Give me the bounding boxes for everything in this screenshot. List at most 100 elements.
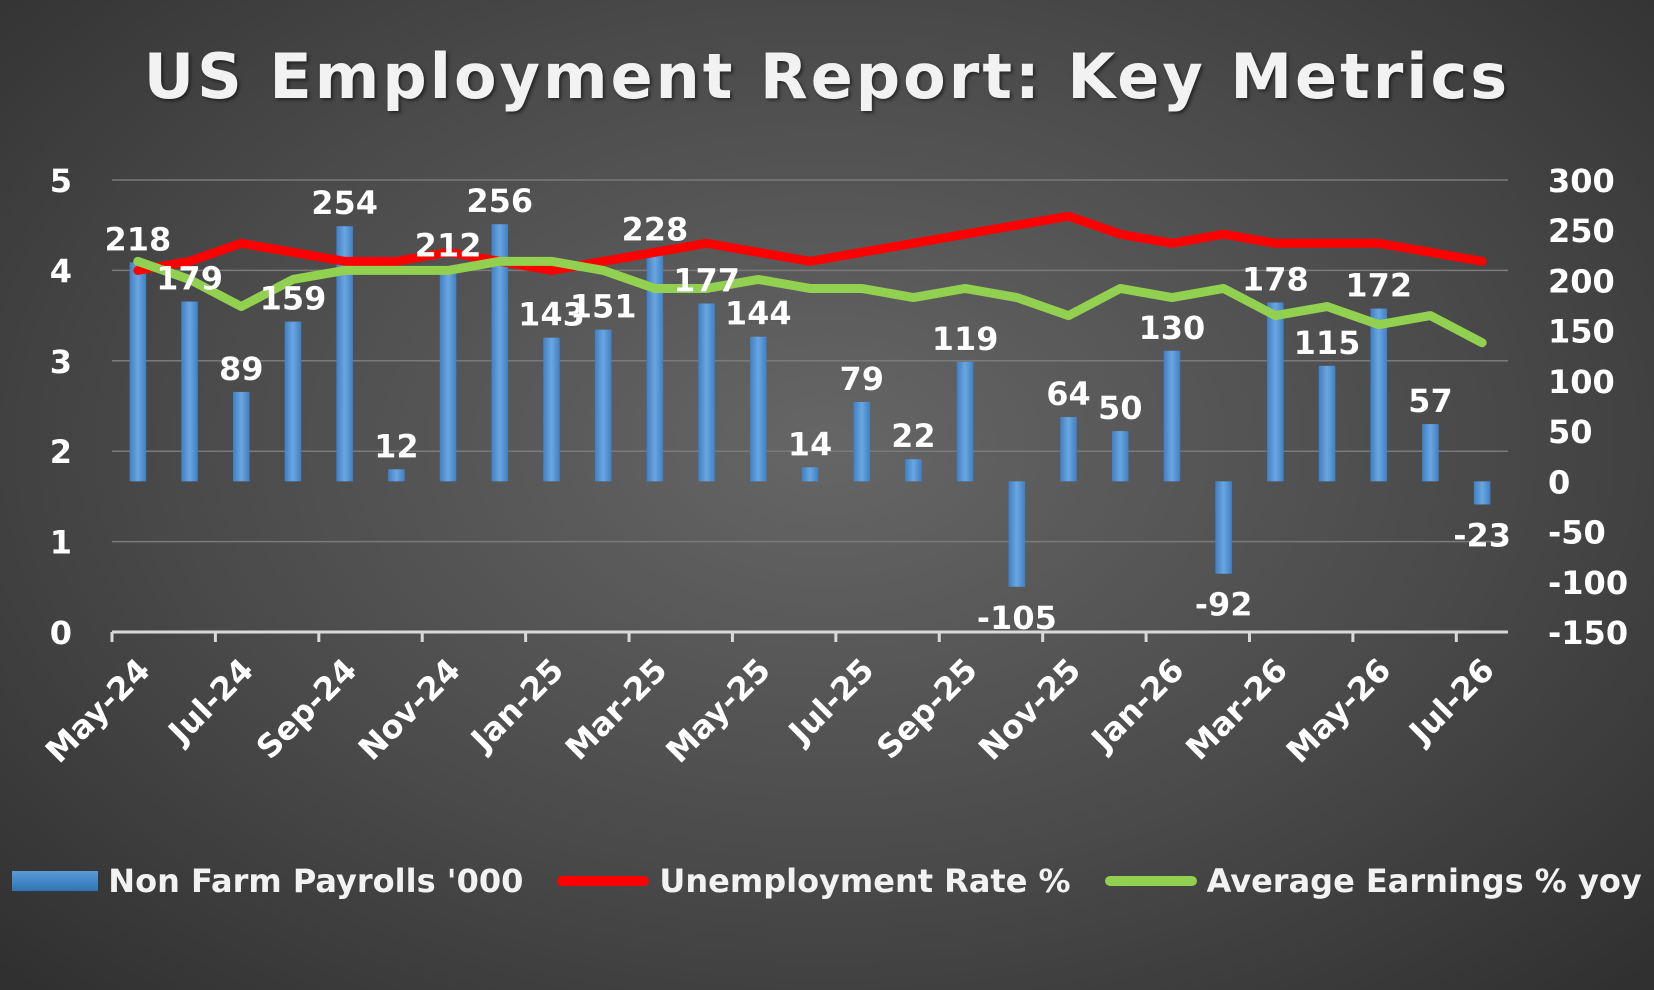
- payroll-data-label: -23: [1453, 516, 1511, 554]
- payroll-bar: [646, 252, 664, 482]
- y-right-tick-label: 100: [1548, 363, 1615, 401]
- x-tick-label: Mar-25: [558, 651, 675, 768]
- payroll-data-label: 89: [219, 350, 264, 388]
- payroll-bar: [388, 469, 405, 482]
- payroll-data-label: 57: [1408, 382, 1453, 420]
- x-tick-label: Mar-26: [1178, 651, 1295, 768]
- payroll-data-label: 228: [621, 210, 688, 248]
- payroll-bar: [1370, 308, 1388, 482]
- payroll-bars: [129, 224, 1491, 587]
- payroll-data-label: 178: [1242, 261, 1309, 299]
- payroll-bar: [1163, 350, 1181, 482]
- payroll-bar: [232, 391, 250, 482]
- y-right-tick-label: -100: [1548, 564, 1628, 602]
- payroll-data-label: 179: [156, 260, 223, 298]
- payroll-bar: [284, 321, 302, 482]
- payroll-bar: [594, 329, 612, 482]
- unemployment-rate-line: [133, 211, 1487, 275]
- payroll-data-label: 130: [1139, 309, 1206, 347]
- payroll-data-label: 254: [311, 184, 378, 222]
- payroll-bar: [439, 268, 457, 482]
- payroll-data-label: -105: [977, 599, 1057, 637]
- y-left-tick-label: 0: [50, 614, 72, 652]
- x-tick-label: Sep-24: [249, 651, 365, 767]
- average-earnings-line: [133, 256, 1487, 348]
- x-tick-label: Nov-25: [971, 651, 1088, 768]
- payroll-bar: [1111, 431, 1129, 482]
- y-right-tick-label: -50: [1548, 514, 1606, 552]
- payroll-bar: [1318, 365, 1336, 482]
- payroll-bar: [1008, 481, 1026, 587]
- payroll-bar: [1060, 417, 1077, 482]
- payroll-data-label: 177: [673, 262, 740, 300]
- legend-item-unemployment: Unemployment Rate %: [557, 862, 1071, 900]
- x-tick-label: Jan-26: [1083, 651, 1192, 760]
- payroll-data-label: 256: [466, 182, 533, 220]
- payroll-bar: [698, 303, 715, 482]
- x-tick-label: Jan-25: [462, 651, 571, 760]
- payroll-data-label: 143: [518, 296, 585, 334]
- x-tick-label: May-26: [1279, 651, 1399, 771]
- payroll-data-label: 151: [570, 288, 637, 326]
- legend: Non Farm Payrolls '000 Unemployment Rate…: [0, 862, 1654, 900]
- y-left-tick-label: 3: [50, 343, 72, 381]
- y-right-tick-label: 50: [1548, 413, 1593, 451]
- legend-label-earnings: Average Earnings % yoy: [1206, 862, 1642, 900]
- legend-swatch-unemployment: [557, 876, 650, 886]
- y-right-tick-label: 200: [1548, 262, 1615, 300]
- x-tick-label: Sep-25: [869, 651, 985, 767]
- payroll-data-label: -92: [1195, 586, 1253, 624]
- series-lines: [133, 211, 1487, 348]
- legend-item-payrolls: Non Farm Payrolls '000: [12, 862, 523, 900]
- payroll-bar: [750, 336, 767, 482]
- payroll-bar: [853, 401, 870, 482]
- x-tick-label: May-24: [38, 651, 158, 771]
- y-left-tick-label: 2: [50, 433, 72, 471]
- payroll-bar: [491, 224, 509, 482]
- payroll-data-label: 144: [725, 295, 792, 333]
- payroll-bar: [905, 459, 922, 482]
- payroll-data-label: 64: [1046, 375, 1091, 413]
- legend-label-unemployment: Unemployment Rate %: [659, 862, 1071, 900]
- payroll-bar: [1267, 302, 1284, 482]
- payroll-data-label: 14: [788, 425, 833, 463]
- payroll-data-label: 218: [104, 220, 171, 258]
- y-left-tick-label: 1: [50, 524, 72, 562]
- payroll-bar: [1473, 481, 1491, 505]
- y-right-tick-label: 250: [1548, 212, 1615, 250]
- payroll-data-label: 212: [415, 226, 482, 264]
- payroll-bar: [956, 361, 974, 482]
- y-right-tick-label: 0: [1548, 463, 1570, 501]
- y-left-tick-label: 5: [50, 162, 72, 200]
- legend-item-earnings: Average Earnings % yoy: [1104, 862, 1642, 900]
- payroll-bar: [336, 226, 353, 482]
- y-right-tick-label: 150: [1548, 313, 1615, 351]
- payroll-bar: [1215, 481, 1232, 574]
- payroll-data-label: 115: [1294, 324, 1361, 362]
- x-tick-label: Jul-26: [1400, 651, 1501, 752]
- payroll-bar: [129, 262, 147, 482]
- payroll-data-label: 50: [1098, 389, 1143, 427]
- legend-label-payrolls: Non Farm Payrolls '000: [108, 862, 524, 900]
- payroll-bar: [181, 301, 198, 482]
- y-right-tick-label: 300: [1548, 162, 1615, 200]
- x-tick-label: Nov-24: [351, 651, 468, 768]
- payroll-bar: [1422, 424, 1439, 482]
- x-tick-label: Jul-24: [159, 651, 260, 752]
- payroll-data-label: 119: [932, 320, 999, 358]
- payroll-data-label: 12: [374, 427, 419, 465]
- payroll-bar: [801, 467, 819, 482]
- payroll-data-label: 22: [891, 417, 936, 455]
- payroll-data-label: 79: [839, 360, 884, 398]
- y-left-tick-label: 4: [50, 252, 72, 290]
- x-tick-label: May-25: [658, 651, 778, 771]
- chart-title: US Employment Report: Key Metrics: [143, 40, 1511, 113]
- legend-swatch-earnings: [1104, 876, 1197, 886]
- x-tick-label: Jul-25: [780, 651, 881, 752]
- payroll-data-label: 172: [1345, 267, 1412, 305]
- payroll-data-label: 159: [260, 280, 327, 318]
- legend-swatch-payrolls: [12, 871, 99, 891]
- y-right-tick-label: -150: [1548, 614, 1628, 652]
